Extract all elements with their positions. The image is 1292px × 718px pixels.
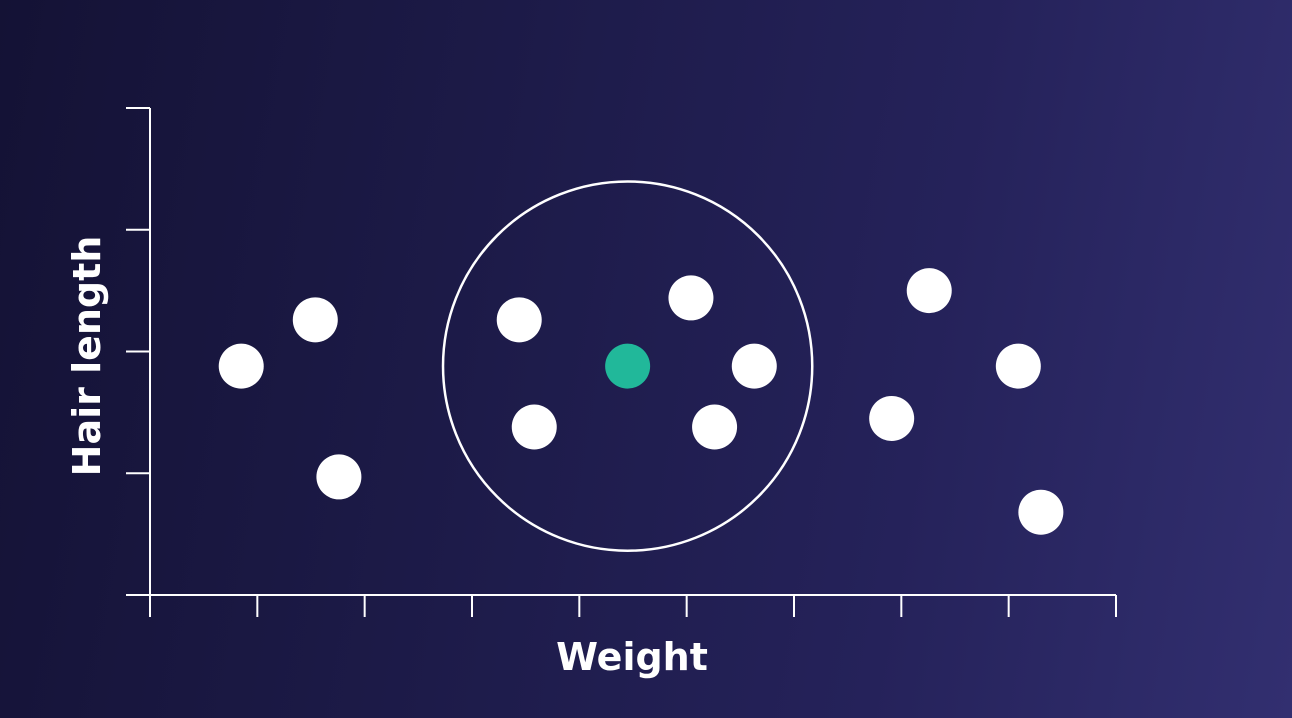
data-point <box>316 454 362 500</box>
data-point <box>292 297 338 343</box>
query-point <box>605 343 651 389</box>
data-point <box>668 275 714 321</box>
data-point <box>1018 489 1064 535</box>
neighborhood-circle-group <box>441 180 814 552</box>
data-point <box>731 343 777 389</box>
data-point <box>869 395 915 441</box>
neighborhood-circle <box>441 180 814 552</box>
data-point <box>906 268 952 314</box>
data-point <box>511 404 557 450</box>
data-point <box>995 343 1041 389</box>
data-point <box>692 404 738 450</box>
data-points <box>218 268 1064 535</box>
chart-axes <box>126 107 1117 617</box>
y-axis-title: Hair length <box>65 236 109 477</box>
data-point <box>218 343 264 389</box>
x-axis-title: Weight <box>556 635 708 679</box>
data-point <box>496 297 542 343</box>
